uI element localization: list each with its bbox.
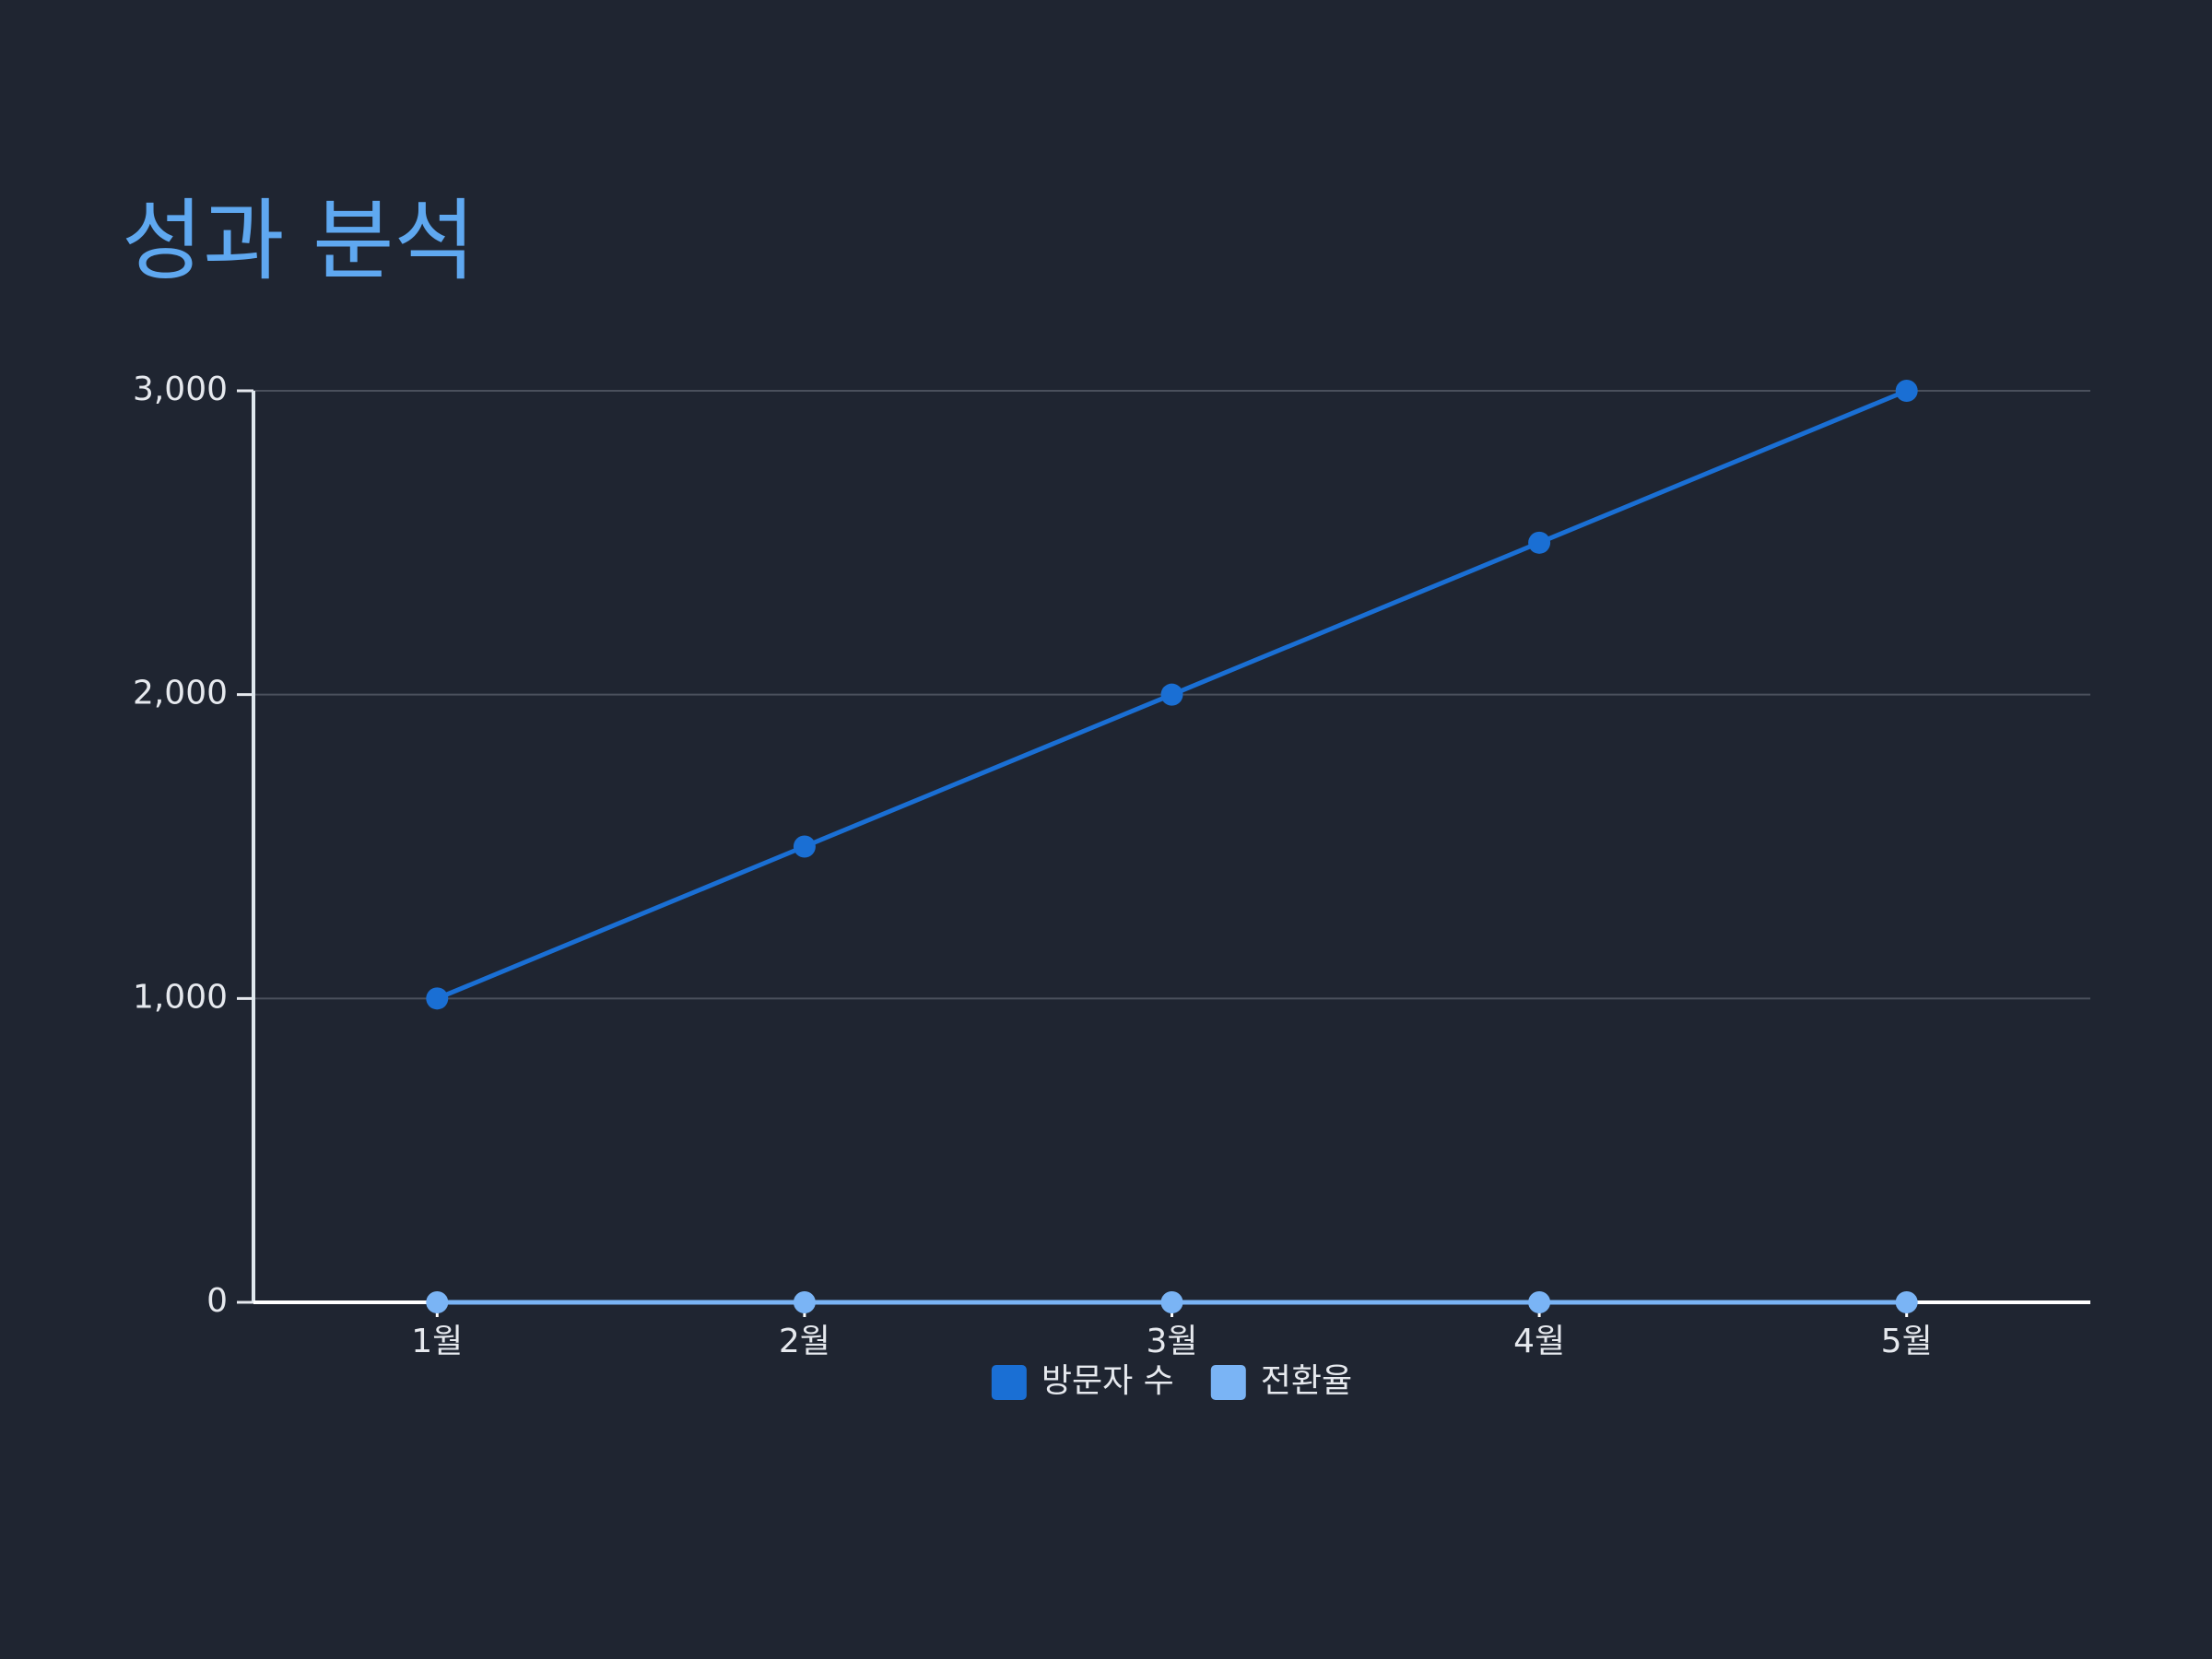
x-tick-label: 3월 (1146, 1323, 1197, 1360)
legend-label: 전환율 (1261, 1362, 1352, 1400)
x-tick-label: 2월 (779, 1323, 830, 1360)
x-tick-label: 5월 (1881, 1323, 1933, 1360)
y-tick-label: 2,000 (133, 675, 228, 712)
x-tick-label: 1월 (411, 1323, 463, 1360)
x-tick-label: 4월 (1513, 1323, 1565, 1360)
point (793, 835, 816, 858)
point (1160, 1291, 1183, 1313)
legend: 방문자 수 전환율 (991, 1362, 1352, 1400)
y-tick-label: 3,000 (133, 371, 228, 408)
point (1895, 380, 1918, 402)
point (1160, 683, 1183, 706)
point (793, 1291, 816, 1313)
chart-title: 성과 분석 (122, 189, 476, 292)
point (426, 1291, 449, 1313)
point (1895, 1291, 1918, 1313)
y-tick-label: 1,000 (133, 978, 228, 1016)
point (426, 987, 449, 1010)
legend-swatch (991, 1365, 1027, 1400)
legend-swatch (1210, 1365, 1246, 1400)
legend-label: 방문자 수 (1041, 1362, 1174, 1400)
y-tick-label: 0 (206, 1282, 228, 1320)
point (1528, 531, 1551, 554)
point (1528, 1291, 1551, 1313)
